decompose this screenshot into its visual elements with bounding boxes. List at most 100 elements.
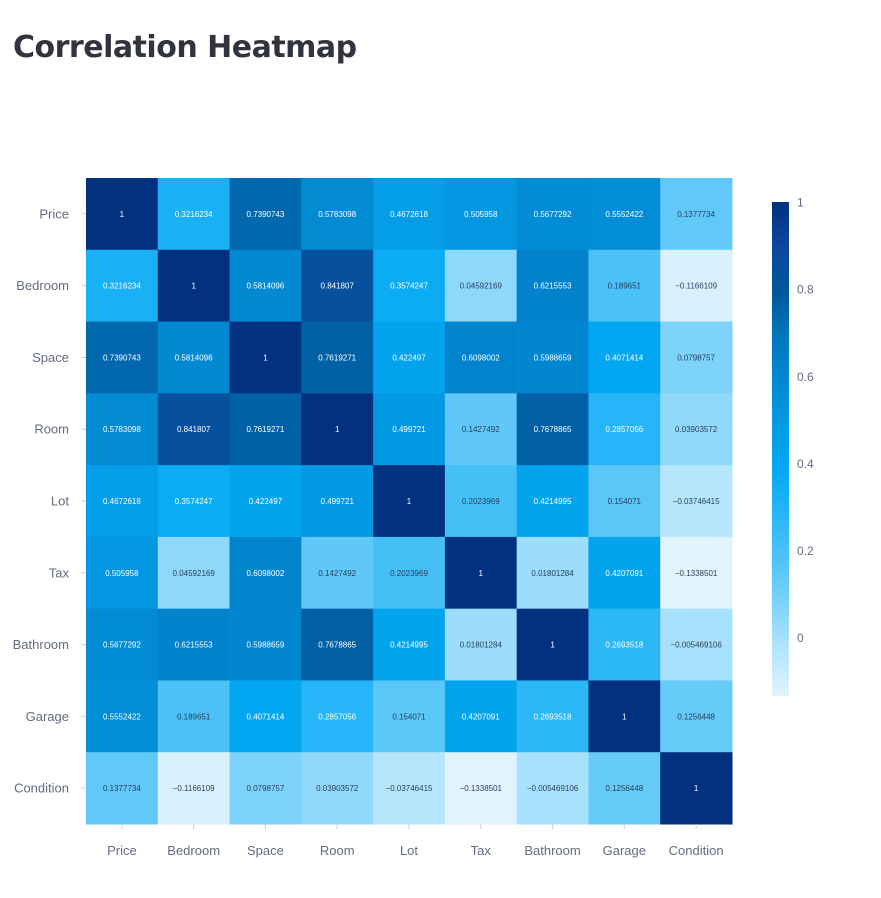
heatmap-cell-space-bedroom[interactable] xyxy=(157,321,231,394)
cell-value-label: 0.499721 xyxy=(321,497,355,506)
colorbar-tick-label: 0 xyxy=(797,631,804,645)
heatmap-cell-room-bathroom[interactable] xyxy=(516,393,589,466)
heatmap-cell-bathroom-room[interactable] xyxy=(301,608,374,681)
heatmap-cell-room-condition[interactable] xyxy=(660,393,733,466)
x-tick-label-condition: Condition xyxy=(669,843,724,858)
heatmap-cell-bathroom-bathroom[interactable] xyxy=(516,608,589,681)
heatmap-cell-lot-bathroom[interactable] xyxy=(516,465,589,538)
heatmap-cell-room-price[interactable] xyxy=(86,393,159,466)
heatmap-cell-garage-tax[interactable] xyxy=(444,680,518,753)
heatmap-cell-garage-price[interactable] xyxy=(86,680,159,753)
heatmap-cell-bedroom-room[interactable] xyxy=(301,249,374,323)
heatmap-cell-condition-space[interactable] xyxy=(229,752,302,825)
heatmap-cell-condition-tax[interactable] xyxy=(444,752,518,825)
heatmap-cell-lot-lot[interactable] xyxy=(373,465,446,538)
heatmap-cell-condition-lot[interactable] xyxy=(373,752,446,825)
heatmap-cell-price-room[interactable] xyxy=(301,178,374,251)
heatmap-cell-garage-garage[interactable] xyxy=(588,680,661,753)
y-tick-label-tax: Tax xyxy=(49,565,70,580)
heatmap-cell-tax-garage[interactable] xyxy=(588,536,661,610)
heatmap-cell-room-room[interactable] xyxy=(301,393,374,466)
heatmap-cell-room-garage[interactable] xyxy=(588,393,661,466)
heatmap-cell-price-condition[interactable] xyxy=(660,178,733,251)
heatmap-cell-bedroom-lot[interactable] xyxy=(373,249,446,323)
heatmap-cell-bathroom-garage[interactable] xyxy=(588,608,661,681)
heatmap-cell-condition-condition[interactable] xyxy=(660,752,733,825)
heatmap-cell-condition-price[interactable] xyxy=(86,752,159,825)
heatmap-cell-tax-bathroom[interactable] xyxy=(516,536,589,610)
heatmap-cell-price-bedroom[interactable] xyxy=(157,178,231,251)
x-tick-label-bedroom: Bedroom xyxy=(167,843,220,858)
heatmap-cell-price-garage[interactable] xyxy=(588,178,661,251)
heatmap-cell-space-room[interactable] xyxy=(301,321,374,394)
heatmap-cell-space-lot[interactable] xyxy=(373,321,446,394)
heatmap-cell-bathroom-price[interactable] xyxy=(86,608,159,681)
heatmap-cell-lot-bedroom[interactable] xyxy=(157,465,231,538)
cell-value-label: 1 xyxy=(407,497,412,506)
heatmap-cell-tax-condition[interactable] xyxy=(660,536,733,610)
heatmap-cell-bathroom-space[interactable] xyxy=(229,608,302,681)
heatmap-cell-space-bathroom[interactable] xyxy=(516,321,589,394)
heatmap-cell-bedroom-condition[interactable] xyxy=(660,249,733,323)
heatmap-cell-price-space[interactable] xyxy=(229,178,302,251)
heatmap-cell-lot-space[interactable] xyxy=(229,465,302,538)
heatmap-cell-space-space[interactable] xyxy=(229,321,302,394)
x-tick-label-garage: Garage xyxy=(603,843,646,858)
cell-value-label: 0.7390743 xyxy=(247,210,285,219)
heatmap-cell-room-lot[interactable] xyxy=(373,393,446,466)
heatmap-cell-price-price[interactable] xyxy=(86,178,159,251)
cell-value-label: 0.841807 xyxy=(321,282,355,291)
heatmap-cell-bedroom-bathroom[interactable] xyxy=(516,249,589,323)
heatmap-cell-space-tax[interactable] xyxy=(444,321,518,394)
heatmap-cell-lot-room[interactable] xyxy=(301,465,374,538)
cell-value-label: 0.1427492 xyxy=(462,425,500,434)
cell-value-label: 1 xyxy=(622,712,627,721)
heatmap-cell-lot-price[interactable] xyxy=(86,465,159,538)
heatmap-cell-tax-price[interactable] xyxy=(86,536,159,610)
heatmap-cell-room-bedroom[interactable] xyxy=(157,393,231,466)
cell-value-label: 0.03903572 xyxy=(316,784,359,793)
heatmap-cell-garage-lot[interactable] xyxy=(373,680,446,753)
heatmap-cell-tax-space[interactable] xyxy=(229,536,302,610)
heatmap-cell-condition-garage[interactable] xyxy=(588,752,661,825)
heatmap-cell-bedroom-price[interactable] xyxy=(86,249,159,323)
heatmap-cell-space-condition[interactable] xyxy=(660,321,733,394)
heatmap-cell-tax-room[interactable] xyxy=(301,536,374,610)
heatmap-cell-tax-lot[interactable] xyxy=(373,536,446,610)
heatmap-cell-condition-bedroom[interactable] xyxy=(157,752,231,825)
heatmap-cell-tax-bedroom[interactable] xyxy=(157,536,231,610)
heatmap-cell-lot-garage[interactable] xyxy=(588,465,661,538)
heatmap-cell-bedroom-space[interactable] xyxy=(229,249,302,323)
heatmap-cell-condition-room[interactable] xyxy=(301,752,374,825)
heatmap-cell-condition-bathroom[interactable] xyxy=(516,752,589,825)
heatmap-cell-price-bathroom[interactable] xyxy=(516,178,589,251)
heatmap-cell-tax-tax[interactable] xyxy=(444,536,518,610)
heatmap-cell-bathroom-lot[interactable] xyxy=(373,608,446,681)
heatmap-cell-bedroom-bedroom[interactable] xyxy=(157,249,231,323)
heatmap-cell-room-space[interactable] xyxy=(229,393,302,466)
heatmap-cell-price-tax[interactable] xyxy=(444,178,518,251)
cell-value-label: 0.04592169 xyxy=(460,282,503,291)
heatmap-cell-garage-condition[interactable] xyxy=(660,680,733,753)
heatmap-cell-lot-condition[interactable] xyxy=(660,465,733,538)
heatmap-cell-garage-bedroom[interactable] xyxy=(157,680,231,753)
heatmap-cell-lot-tax[interactable] xyxy=(444,465,518,538)
heatmap-cell-space-garage[interactable] xyxy=(588,321,661,394)
cell-value-label: 0.2693518 xyxy=(534,712,572,721)
cell-value-label: 0.5988659 xyxy=(534,353,572,362)
heatmap-cell-garage-bathroom[interactable] xyxy=(516,680,589,753)
heatmap-cell-room-tax[interactable] xyxy=(444,393,518,466)
colorbar-tick-label: 0.6 xyxy=(797,370,814,384)
heatmap-cell-garage-space[interactable] xyxy=(229,680,302,753)
cell-value-label: 0.189651 xyxy=(177,712,211,721)
heatmap-cell-bedroom-tax[interactable] xyxy=(444,249,518,323)
heatmap-cell-garage-room[interactable] xyxy=(301,680,374,753)
heatmap-cell-bathroom-condition[interactable] xyxy=(660,608,733,681)
heatmap-cell-bathroom-tax[interactable] xyxy=(444,608,518,681)
heatmap-cell-price-lot[interactable] xyxy=(373,178,446,251)
heatmap-cell-space-price[interactable] xyxy=(86,321,159,394)
colorbar-gradient xyxy=(772,202,789,696)
heatmap-cell-bathroom-bedroom[interactable] xyxy=(157,608,231,681)
heatmap-cell-bedroom-garage[interactable] xyxy=(588,249,661,323)
